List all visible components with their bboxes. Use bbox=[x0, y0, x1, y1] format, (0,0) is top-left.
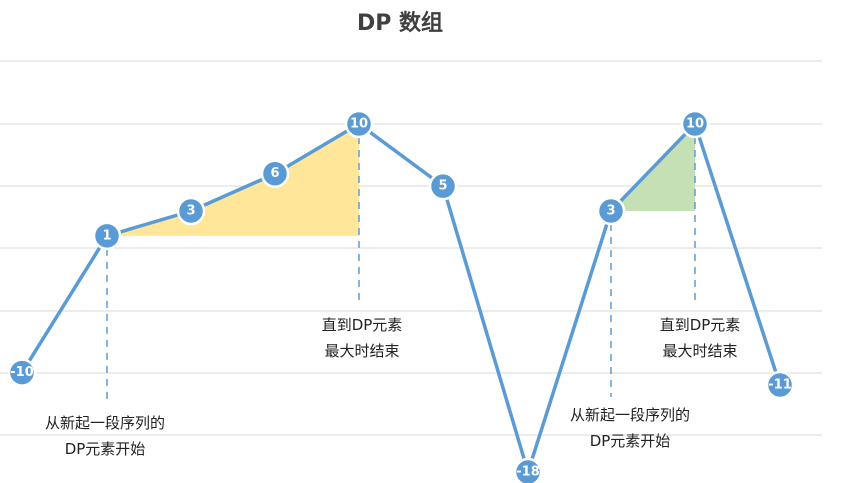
annotations: 从新起一段序列的DP元素开始直到DP元素最大时结束从新起一段序列的DP元素开始直… bbox=[45, 316, 740, 458]
data-label: 3 bbox=[186, 204, 195, 219]
annotation-2-line-1: 直到DP元素 bbox=[322, 316, 403, 334]
data-label: -10 bbox=[10, 365, 34, 380]
series-line bbox=[20, 122, 782, 474]
data-point bbox=[92, 221, 122, 251]
chart-title: DP 数组 bbox=[357, 10, 443, 36]
gridlines bbox=[0, 60, 822, 436]
guide-lines bbox=[106, 124, 696, 405]
annotation-2-line-2: 最大时结束 bbox=[324, 342, 399, 360]
series-line-group bbox=[20, 122, 782, 474]
annotation-3-line-1: 从新起一段序列的 bbox=[570, 406, 690, 424]
annotation-1-line-1: 从新起一段序列的 bbox=[45, 414, 165, 432]
data-point bbox=[765, 370, 795, 400]
data-point bbox=[7, 358, 37, 387]
data-label: 10 bbox=[686, 117, 704, 132]
data-label: 3 bbox=[606, 204, 615, 219]
data-point bbox=[260, 159, 290, 188]
shaded-region-1 bbox=[107, 124, 359, 236]
data-label: 10 bbox=[350, 117, 368, 132]
data-point bbox=[344, 109, 374, 139]
annotation-3-line-2: DP元素开始 bbox=[590, 432, 671, 450]
data-label: 6 bbox=[270, 166, 279, 181]
annotation-4-line-1: 直到DP元素 bbox=[660, 316, 741, 334]
data-label: 5 bbox=[438, 179, 447, 194]
data-points: -10 1 3 6 10 5 -18 3 10 -11 bbox=[7, 109, 795, 483]
data-point bbox=[596, 196, 626, 226]
data-point bbox=[513, 457, 543, 483]
annotation-1-line-2: DP元素开始 bbox=[65, 440, 146, 458]
annotation-4-line-2: 最大时结束 bbox=[662, 342, 737, 360]
data-label: 1 bbox=[102, 228, 111, 243]
data-label: -18 bbox=[516, 465, 540, 480]
data-point bbox=[428, 171, 458, 201]
data-point bbox=[176, 196, 206, 226]
data-label: -11 bbox=[768, 378, 792, 393]
data-point bbox=[680, 109, 710, 139]
